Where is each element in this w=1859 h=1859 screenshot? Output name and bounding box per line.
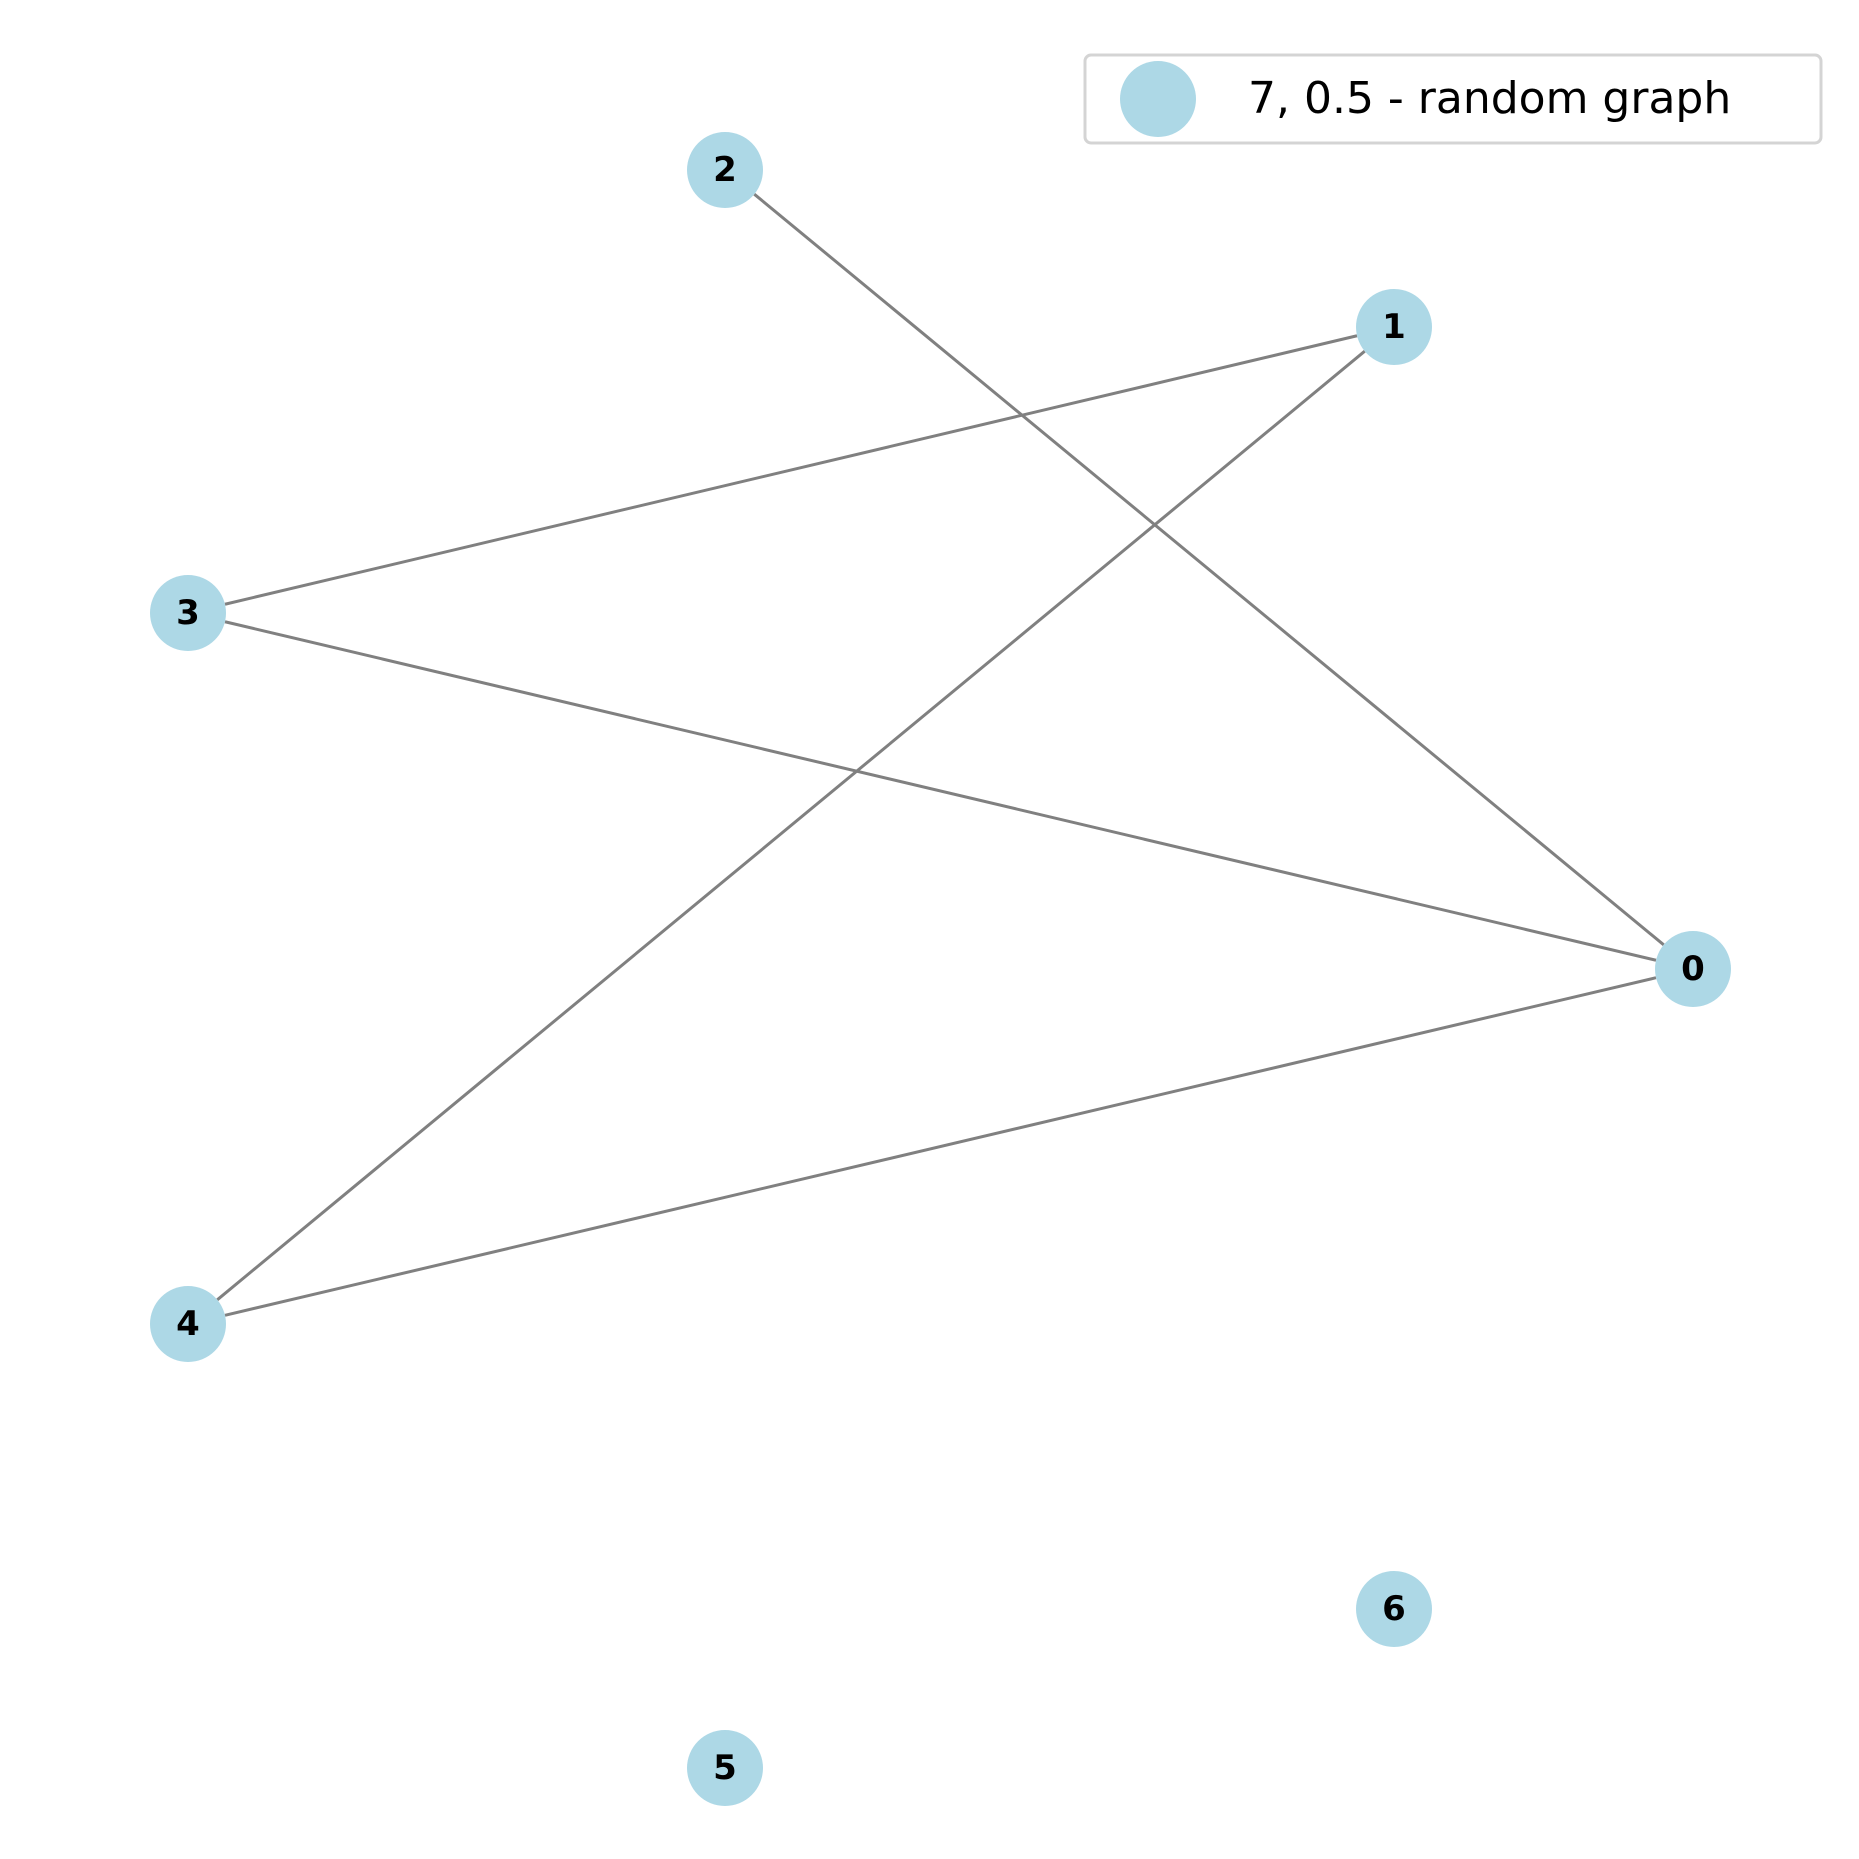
node-0: 0 xyxy=(1655,931,1731,1007)
edge-4-0 xyxy=(224,976,1657,1317)
node-label-5: 5 xyxy=(713,1748,737,1788)
edge-3-0 xyxy=(224,620,1657,962)
node-circle-1 xyxy=(1356,289,1432,365)
node-circle-3 xyxy=(150,575,226,651)
node-label-1: 1 xyxy=(1382,307,1406,347)
node-circle-2 xyxy=(687,132,763,208)
node-2: 2 xyxy=(687,132,763,208)
edge-2-0 xyxy=(753,193,1665,946)
node-1: 1 xyxy=(1356,289,1432,365)
node-label-3: 3 xyxy=(176,593,200,633)
node-circle-5 xyxy=(687,1730,763,1806)
node-circle-0 xyxy=(1655,931,1731,1007)
edge-3-1 xyxy=(224,334,1358,606)
legend: 7, 0.5 - random graph xyxy=(1083,53,1823,145)
node-3: 3 xyxy=(150,575,226,651)
node-5: 5 xyxy=(687,1730,763,1806)
node-label-0: 0 xyxy=(1681,949,1705,989)
legend-box xyxy=(1083,53,1823,145)
node-label-6: 6 xyxy=(1382,1589,1406,1629)
edges-layer xyxy=(216,193,1665,1317)
node-label-2: 2 xyxy=(713,150,737,190)
node-circle-6 xyxy=(1356,1571,1432,1647)
node-6: 6 xyxy=(1356,1571,1432,1647)
node-4: 4 xyxy=(150,1286,226,1362)
nodes-layer: 0 1 2 3 4 5 6 xyxy=(150,132,1731,1806)
edge-4-1 xyxy=(216,350,1366,1301)
node-circle-4 xyxy=(150,1286,226,1362)
legend-marker xyxy=(1120,61,1196,137)
node-label-4: 4 xyxy=(176,1304,200,1344)
legend-label: 7, 0.5 - random graph xyxy=(1248,73,1731,124)
